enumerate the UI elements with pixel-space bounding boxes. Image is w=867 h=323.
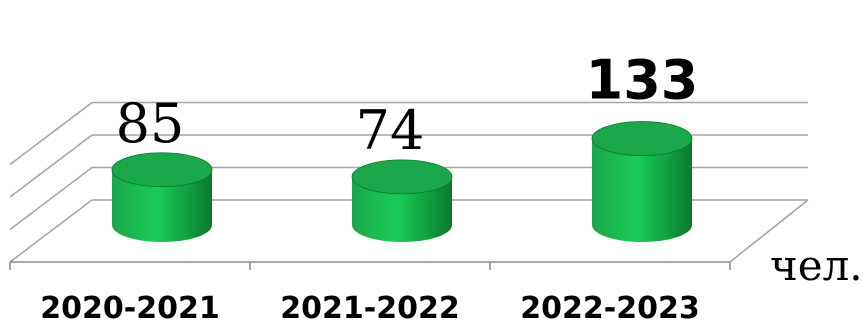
x-tick-label: 2022-2023: [520, 291, 699, 323]
floor-edge: [729, 199, 809, 263]
gridline-edge: [9, 134, 93, 198]
bar-top: [111, 152, 213, 188]
bar-body: [352, 176, 452, 242]
bar-body: [112, 169, 212, 242]
gridline-edge: [9, 166, 93, 231]
unit-label: чел.: [770, 241, 863, 290]
bar-body: [592, 138, 692, 242]
bar: [591, 121, 693, 242]
data-label: 74: [356, 99, 425, 162]
bar: [351, 159, 453, 242]
bar-top: [591, 121, 693, 156]
gridline-edge: [9, 199, 93, 263]
x-axis: [9, 261, 731, 270]
bar-layer: [111, 121, 693, 242]
x-tick-label: 2020-2021: [40, 291, 219, 323]
data-label: 133: [586, 49, 699, 112]
bar: [111, 152, 213, 242]
gridline-edge: [9, 101, 93, 166]
x-tick-label: 2021-2022: [280, 291, 459, 323]
data-label: 85: [116, 92, 185, 155]
label-layer: 85 2020-2021 74 2021-2022 133 2022-2023: [40, 49, 699, 323]
bar-top: [351, 159, 453, 195]
